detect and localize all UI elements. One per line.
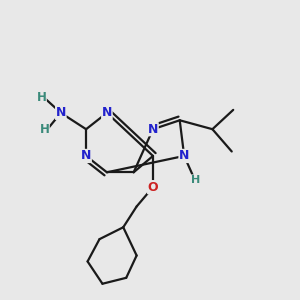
Text: O: O (148, 181, 158, 194)
Text: N: N (56, 106, 66, 119)
Text: H: H (191, 175, 201, 185)
Text: N: N (179, 149, 189, 162)
Text: N: N (81, 149, 91, 162)
Text: N: N (148, 123, 158, 136)
Text: H: H (37, 92, 46, 104)
Text: N: N (102, 106, 112, 119)
Text: H: H (40, 123, 50, 136)
